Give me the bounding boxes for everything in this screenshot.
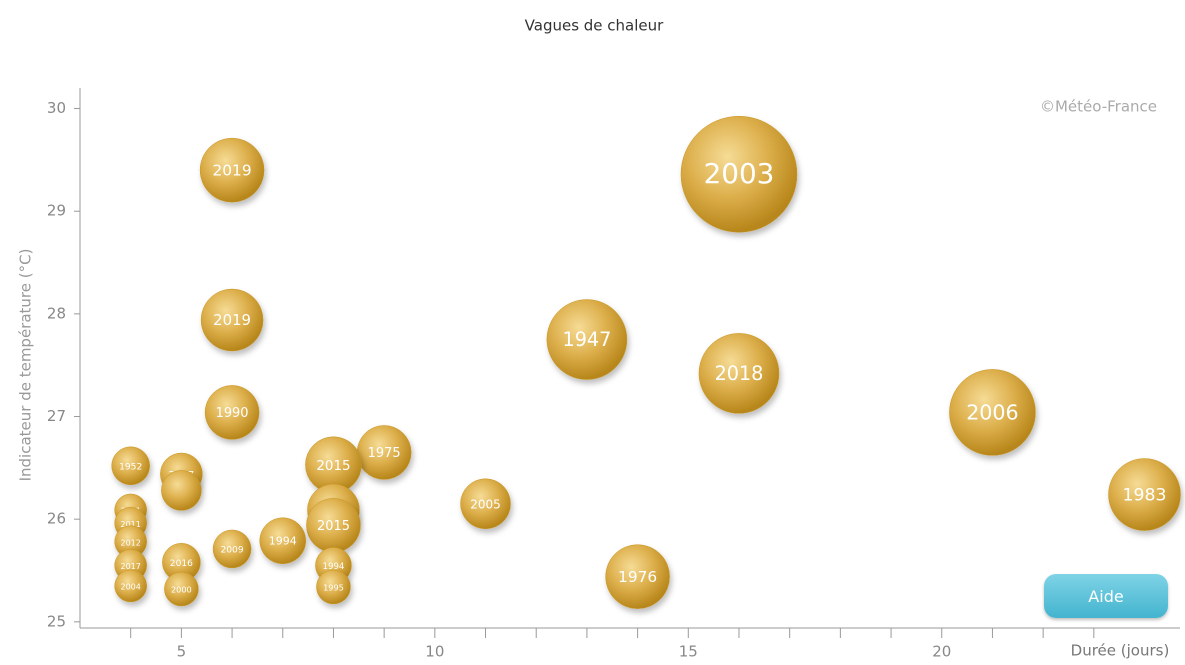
bubble-label: 1983 bbox=[1123, 486, 1167, 506]
y-axis-label: Indicateur de température (°C) bbox=[17, 249, 35, 482]
y-tick-label: 28 bbox=[47, 304, 66, 322]
bubble-label: 2011 bbox=[121, 520, 141, 529]
bubble-label: 1947 bbox=[562, 328, 611, 351]
bubble bbox=[164, 571, 199, 607]
bubble-label: 1976 bbox=[618, 568, 657, 586]
bubble bbox=[212, 529, 252, 569]
bubble bbox=[200, 288, 264, 352]
x-tick-label: 20 bbox=[932, 643, 951, 661]
bubble bbox=[546, 299, 628, 380]
bubble bbox=[680, 115, 798, 233]
bubble bbox=[698, 333, 780, 414]
bubble-label: 2003 bbox=[704, 157, 775, 190]
bubble-label: 2012 bbox=[121, 538, 141, 547]
bubble-label: 2019 bbox=[213, 162, 252, 180]
bubble bbox=[316, 569, 351, 605]
bubble-label: 2019 bbox=[213, 311, 251, 329]
bubble-label: 2004 bbox=[121, 582, 141, 591]
bubble bbox=[161, 470, 202, 511]
bubble-label: 2009 bbox=[220, 545, 243, 555]
bubble-label: 1994 bbox=[269, 535, 297, 548]
bubble-label: 2005 bbox=[470, 497, 501, 511]
x-tick-label: 15 bbox=[679, 643, 698, 661]
bubble-label: 2015 bbox=[317, 519, 350, 534]
bubble-label: 2015 bbox=[316, 459, 350, 474]
bubble bbox=[605, 544, 670, 609]
x-tick-label: 10 bbox=[425, 643, 444, 661]
bubble bbox=[111, 446, 150, 486]
bubble-label: 1952 bbox=[119, 462, 142, 472]
bubble-label: 2000 bbox=[171, 584, 192, 594]
bubble-label: 1975 bbox=[368, 446, 401, 461]
bubble bbox=[199, 137, 265, 203]
bubble-label: 2016 bbox=[170, 559, 193, 569]
y-tick-label: 25 bbox=[47, 612, 66, 630]
bubble bbox=[1108, 458, 1181, 531]
x-tick-label: 5 bbox=[177, 643, 187, 661]
bubble-label: 2017 bbox=[121, 562, 141, 571]
x-axis-label: Durée (jours) bbox=[1071, 642, 1170, 660]
chart-title: Vagues de chaleur bbox=[525, 17, 664, 35]
bubble bbox=[259, 517, 307, 564]
y-tick-label: 26 bbox=[47, 510, 66, 528]
bubble bbox=[460, 478, 511, 530]
bubble bbox=[949, 369, 1036, 456]
bubble-label: 2018 bbox=[715, 362, 764, 385]
bubble-label: 1995 bbox=[323, 582, 344, 592]
bubble-label: 2006 bbox=[966, 400, 1019, 424]
bubble-label: 1994 bbox=[322, 562, 344, 572]
y-tick-label: 29 bbox=[47, 202, 66, 220]
y-tick-label: 27 bbox=[47, 407, 66, 425]
annotation: ©Météo-France bbox=[1040, 98, 1157, 116]
help-button[interactable]: Aide bbox=[1044, 574, 1168, 618]
y-tick-label: 30 bbox=[47, 99, 66, 117]
bubble bbox=[204, 385, 260, 440]
bubble bbox=[114, 569, 147, 603]
bubble-label: 1990 bbox=[216, 406, 249, 421]
